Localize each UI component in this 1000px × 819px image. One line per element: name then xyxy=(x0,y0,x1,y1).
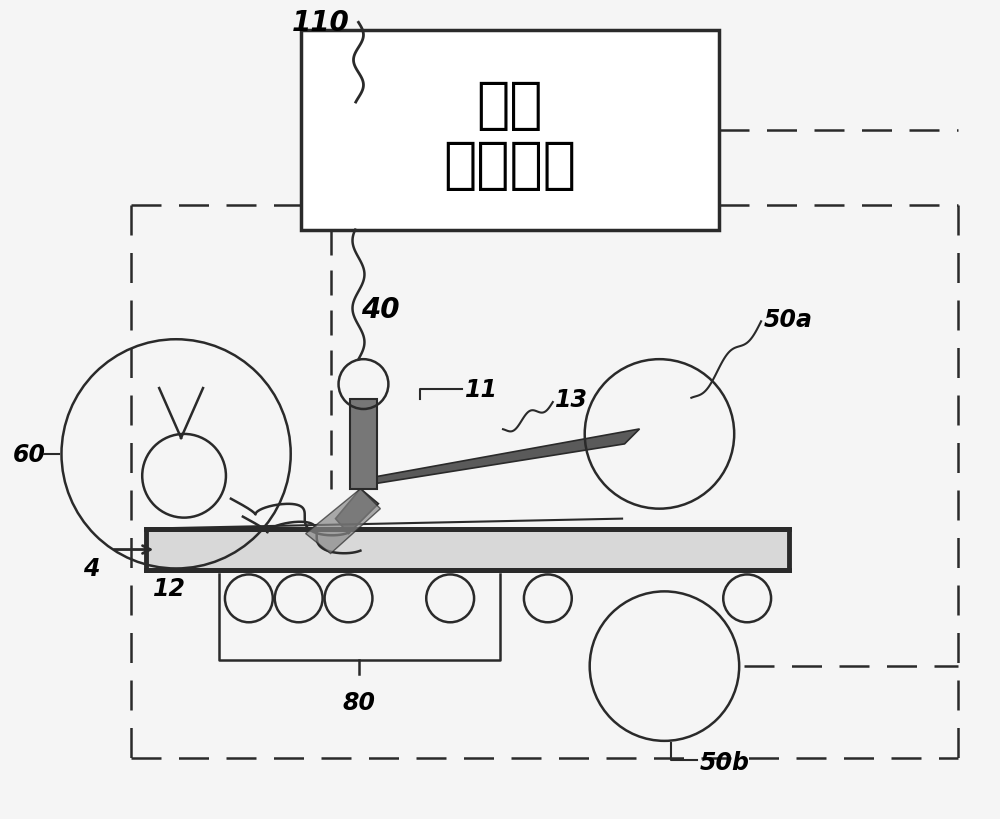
Text: 50a: 50a xyxy=(764,308,813,332)
Text: 50b: 50b xyxy=(699,750,749,774)
Text: 110: 110 xyxy=(292,9,349,38)
Text: 80: 80 xyxy=(343,690,376,714)
Polygon shape xyxy=(336,489,378,534)
Text: 4: 4 xyxy=(83,557,100,581)
Bar xyxy=(350,400,377,489)
Text: 40: 40 xyxy=(361,296,400,324)
Bar xyxy=(301,31,719,230)
Polygon shape xyxy=(355,429,640,487)
Text: 13: 13 xyxy=(555,387,588,411)
Text: 控制单元: 控制单元 xyxy=(443,138,576,192)
Bar xyxy=(146,529,789,571)
Text: 速度: 速度 xyxy=(477,79,543,133)
Text: 12: 12 xyxy=(153,577,186,600)
Text: 60: 60 xyxy=(13,442,46,466)
Text: 11: 11 xyxy=(465,378,498,401)
Polygon shape xyxy=(306,489,380,554)
